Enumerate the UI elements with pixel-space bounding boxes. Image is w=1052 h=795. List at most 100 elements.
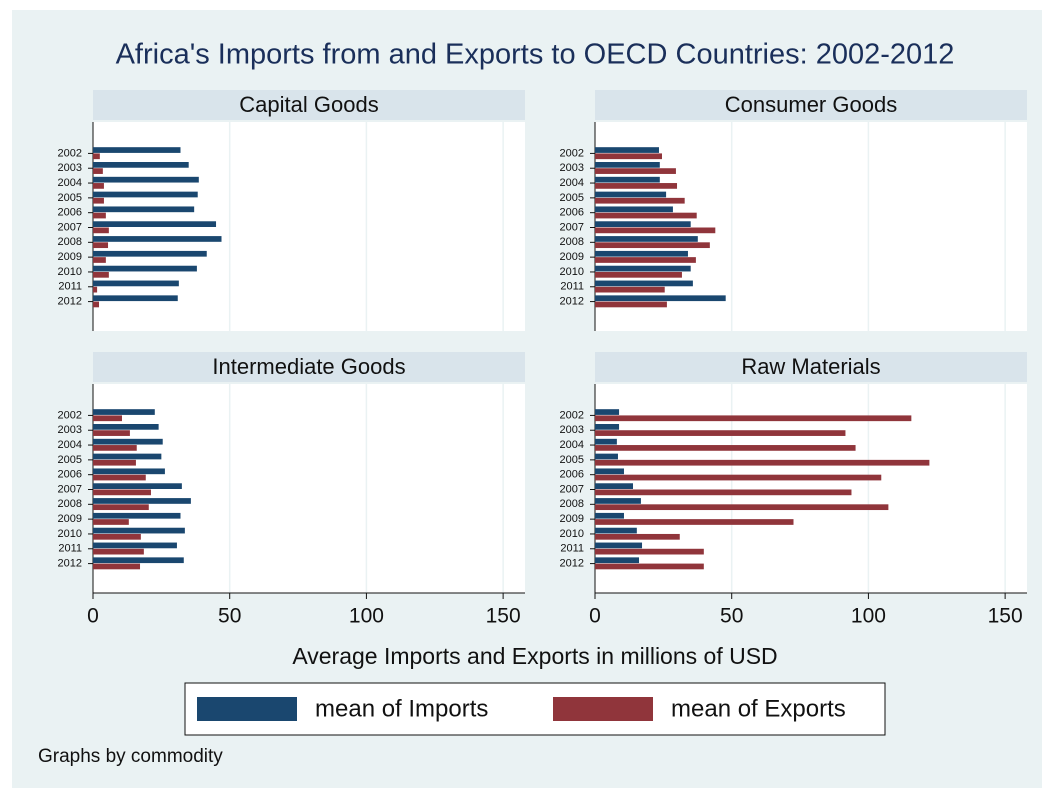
bar [595,474,882,481]
x-axis-label: Average Imports and Exports in millions … [292,643,777,669]
y-tick-label: 2007 [58,483,82,495]
x-tick-label: 100 [349,605,384,628]
bar [595,191,667,198]
bar [93,453,162,460]
y-tick-label: 2005 [560,192,584,204]
y-tick-label: 2008 [58,498,82,510]
bar [595,468,624,475]
bar [93,548,144,555]
bar [595,459,930,466]
bar [595,512,624,519]
bar [595,498,641,504]
y-tick-label: 2009 [560,251,584,263]
bar [595,286,665,293]
bar [93,147,181,153]
y-tick-label: 2010 [560,528,584,540]
bar [93,153,100,160]
bar [595,236,698,242]
bar [595,147,659,153]
bar [93,221,217,227]
bar [93,265,197,272]
bar [93,242,109,249]
y-tick-label: 2005 [560,454,584,466]
bar [93,519,129,525]
bar [93,286,98,293]
bar [595,206,673,213]
x-tick-label: 0 [87,605,99,628]
bar [595,242,710,249]
bar [595,153,662,160]
bar [93,459,136,466]
bar [595,557,640,564]
y-tick-label: 2008 [560,498,584,510]
panel-title: Consumer Goods [725,92,897,117]
bar [595,533,680,540]
bar [93,438,163,445]
panel-title: Intermediate Goods [212,354,405,379]
legend-label: mean of Exports [671,695,846,722]
bar [93,227,109,234]
bar [93,191,198,198]
bar [93,563,141,570]
y-tick-label: 2005 [58,192,82,204]
bar [93,206,195,213]
bar [93,527,185,534]
chart-title: Africa's Imports from and Exports to OEC… [116,39,955,71]
bar [595,430,846,436]
bar [595,197,685,204]
bar [595,542,643,549]
y-tick-label: 2007 [560,221,584,233]
y-tick-label: 2008 [58,236,82,248]
x-tick-label: 50 [218,605,241,628]
bar [595,301,667,308]
bar [595,265,691,272]
y-tick-label: 2011 [560,281,584,293]
bar [595,409,620,415]
bar [93,162,189,168]
x-tick-label: 150 [988,605,1023,628]
bar [595,445,856,451]
y-tick-label: 2007 [560,483,584,495]
bar [595,519,794,525]
y-tick-label: 2002 [560,409,584,421]
bar [93,176,199,183]
y-tick-label: 2002 [58,409,82,421]
bar [595,453,618,460]
bar [93,295,178,302]
y-tick-label: 2003 [58,424,82,436]
bar [595,527,637,534]
bar [93,257,106,263]
bar [93,557,184,564]
legend-label: mean of Imports [315,695,488,722]
bar [93,483,182,489]
bar [93,424,159,430]
bar [93,271,109,278]
panel-title: Capital Goods [239,92,378,117]
bar [93,409,155,415]
y-tick-label: 2002 [560,147,584,159]
panel-header [93,352,525,382]
y-tick-label: 2012 [58,557,82,569]
legend-swatch [553,697,653,721]
y-tick-label: 2007 [58,221,82,233]
bar [595,563,704,570]
panel-title: Raw Materials [741,354,880,379]
note: Graphs by commodity [38,746,223,767]
bar [93,280,179,287]
y-tick-label: 2003 [560,424,584,436]
bar [595,271,682,278]
bar [595,438,617,445]
bar [595,504,889,511]
bar [93,236,222,242]
y-tick-label: 2008 [560,236,584,248]
y-tick-label: 2011 [560,543,584,555]
bar [93,168,103,174]
y-tick-label: 2012 [560,557,584,569]
panel-header [595,90,1027,120]
y-tick-label: 2010 [560,266,584,278]
bar [595,250,688,257]
y-tick-label: 2002 [58,147,82,159]
bar [93,498,191,504]
x-tick-label: 100 [851,605,886,628]
